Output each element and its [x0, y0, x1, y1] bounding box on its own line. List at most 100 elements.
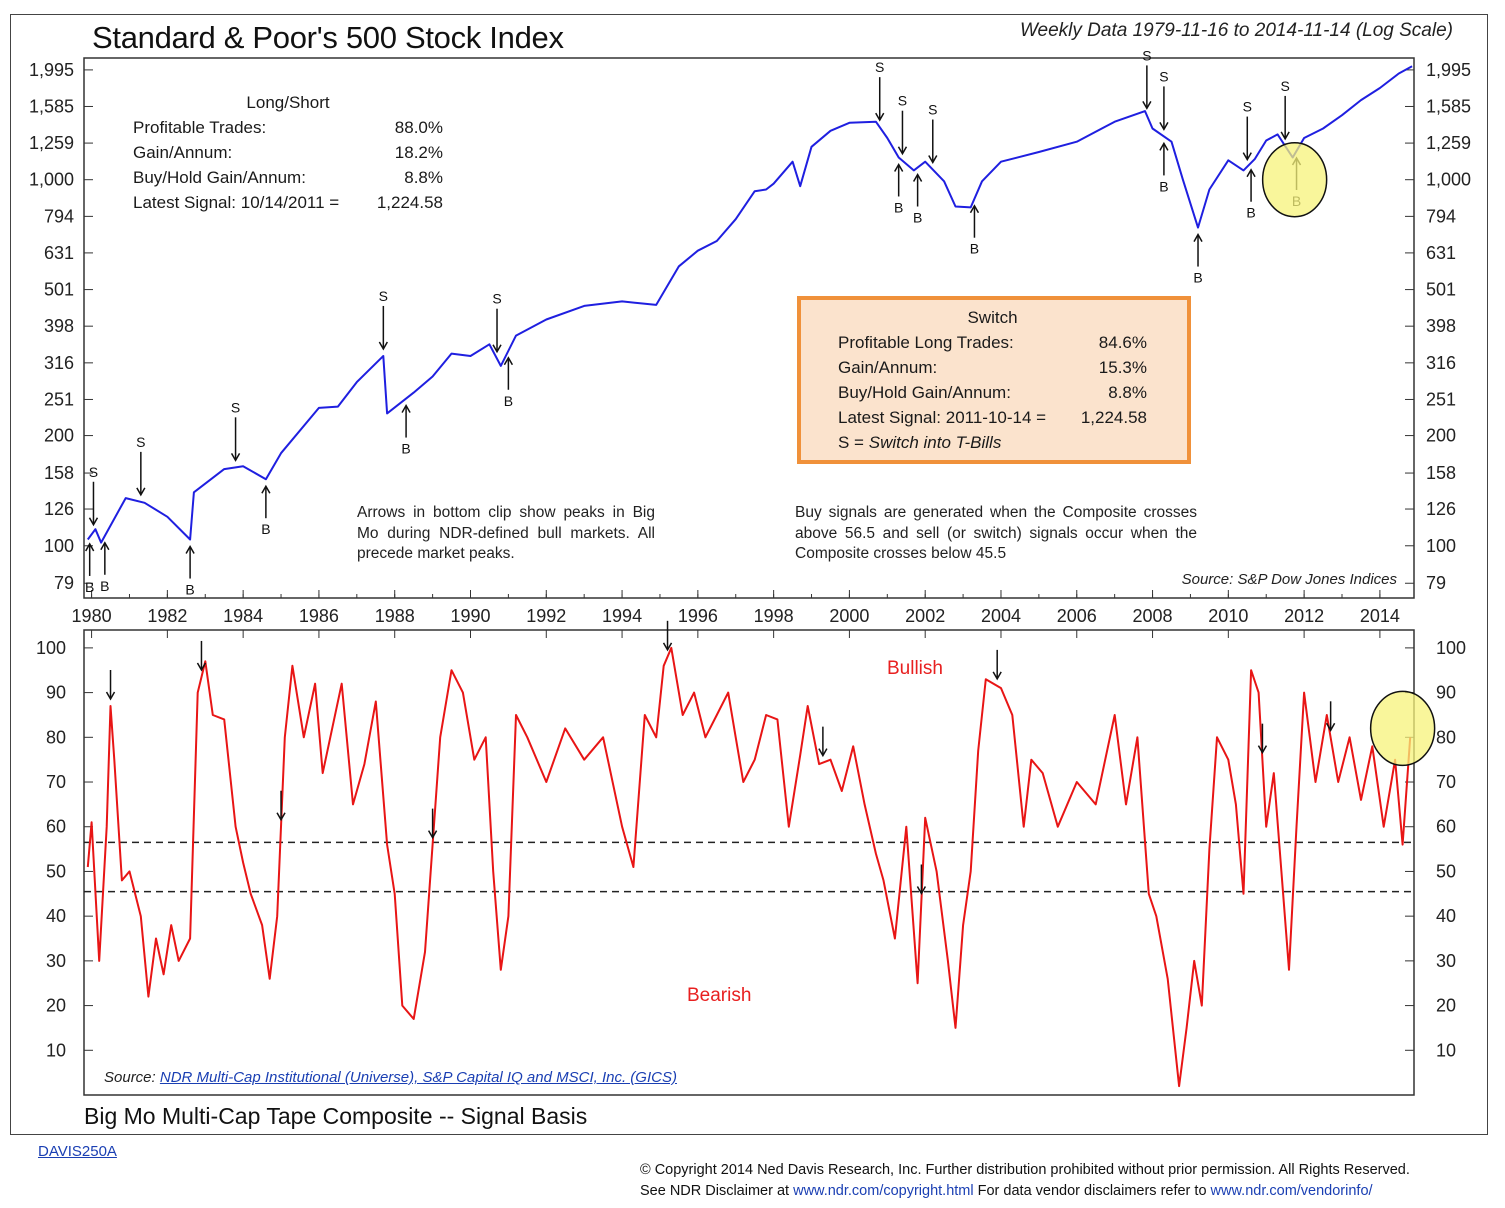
- x-tick-label: 2008: [1133, 606, 1173, 626]
- peak-arrowhead: [1325, 722, 1336, 732]
- buy-signal-arrowhead: [912, 173, 923, 182]
- sell-signal-arrowhead: [928, 155, 938, 165]
- chart-subtitle: Weekly Data 1979-11-16 to 2014-11-14 (Lo…: [1019, 20, 1453, 41]
- note-signals: Buy signals are generated when the Compo…: [795, 504, 1197, 562]
- sell-signal-label: S: [89, 464, 98, 480]
- y-tick-label: 631: [1426, 243, 1456, 263]
- y-tick-label: 794: [44, 206, 74, 226]
- y-tick-label: 60: [46, 817, 66, 837]
- buy-signal-label: B: [1193, 270, 1202, 286]
- y-tick-label: 1,995: [1426, 60, 1471, 80]
- buy-signal-label: B: [185, 582, 194, 598]
- source-bottom: Source: NDR Multi-Cap Institutional (Uni…: [104, 1069, 677, 1086]
- y-tick-label: 100: [1436, 638, 1466, 658]
- buy-signal-arrowhead: [261, 484, 271, 494]
- x-tick-label: 1996: [678, 606, 718, 626]
- stat-value: 8.8%: [1108, 383, 1147, 402]
- source-bottom-prefix: Source:: [104, 1069, 160, 1086]
- y-tick-label: 126: [44, 499, 74, 519]
- y-tick-label: 90: [1436, 683, 1456, 703]
- buy-signal-label: B: [1159, 178, 1168, 194]
- stat-row: Profitable Long Trades: 84.6%: [838, 330, 1147, 355]
- y-tick-label: 100: [36, 638, 66, 658]
- long-short-heading: Long/Short: [246, 93, 330, 112]
- x-tick-label: 1988: [375, 606, 415, 626]
- source-bottom-link[interactable]: NDR Multi-Cap Institutional (Universe), …: [159, 1069, 677, 1086]
- y-tick-label: 200: [1426, 426, 1456, 446]
- copyright-link[interactable]: www.ndr.com/copyright.html: [793, 1183, 974, 1199]
- y-tick-label: 79: [1426, 573, 1446, 593]
- main-title: Standard & Poor's 500 Stock Index: [92, 20, 564, 55]
- buy-signal-arrowhead: [401, 404, 411, 413]
- sell-signal-arrowhead: [136, 487, 146, 497]
- x-tick-label: 1992: [526, 606, 566, 626]
- peak-arrowhead: [818, 748, 828, 758]
- y-tick-label: 158: [44, 463, 74, 483]
- stat-label: Buy/Hold Gain/Annum:: [133, 168, 306, 187]
- y-tick-label: 200: [44, 426, 74, 446]
- vendor-info-link[interactable]: www.ndr.com/vendorinfo/: [1210, 1183, 1373, 1199]
- sell-signal-label: S: [875, 59, 884, 75]
- switch-stats-box: Switch Profitable Long Trades: 84.6% Gain…: [797, 296, 1191, 464]
- buy-signal-arrowhead: [1246, 168, 1256, 178]
- y-tick-label: 70: [1436, 772, 1456, 792]
- x-tick-label: 2000: [829, 606, 869, 626]
- stat-value: 1,224.58: [1080, 408, 1147, 427]
- buy-signal-arrowhead: [185, 545, 195, 554]
- switch-legend-text: Switch into T-Bills: [868, 433, 1002, 452]
- peak-arrowhead: [916, 886, 927, 896]
- stat-value: 84.6%: [1098, 333, 1147, 352]
- y-tick-label: 30: [46, 951, 66, 971]
- peak-arrowhead: [992, 671, 1002, 681]
- y-tick-label: 50: [1436, 861, 1456, 881]
- y-tick-label: 30: [1436, 951, 1456, 971]
- y-tick-label: 100: [1426, 536, 1456, 556]
- sell-signal-arrowhead: [492, 344, 502, 354]
- switch-legend-prefix: S =: [838, 433, 864, 452]
- note-arrows: Arrows in bottom clip show peaks in Big …: [357, 504, 655, 562]
- y-tick-label: 90: [46, 683, 66, 703]
- x-tick-label: 1986: [299, 606, 339, 626]
- y-tick-label: 10: [1436, 1040, 1456, 1060]
- stat-row: Latest Signal: 10/14/2011 = 1,224.58: [133, 190, 443, 215]
- sell-signal-label: S: [231, 399, 240, 415]
- x-tick-label: 2010: [1208, 606, 1248, 626]
- x-tick-label: 1998: [754, 606, 794, 626]
- sell-signal-arrowhead: [1280, 131, 1290, 141]
- peak-arrowhead: [105, 691, 116, 701]
- sell-signal-arrowhead: [378, 341, 388, 351]
- x-tick-label: 2002: [905, 606, 945, 626]
- y-tick-label: 1,585: [29, 96, 74, 116]
- x-tick-label: 2012: [1284, 606, 1324, 626]
- y-tick-label: 40: [46, 906, 66, 926]
- peak-arrowhead: [276, 812, 286, 822]
- stat-row: Latest Signal: 2011-10-14 = 1,224.58: [838, 405, 1147, 430]
- y-tick-label: 1,585: [1426, 96, 1471, 116]
- y-tick-label: 1,000: [1426, 170, 1471, 190]
- y-tick-label: 70: [46, 772, 66, 792]
- x-tick-label: 2014: [1360, 606, 1400, 626]
- y-tick-label: 60: [1436, 817, 1456, 837]
- y-tick-label: 1,995: [29, 60, 74, 80]
- buy-signal-arrowhead: [969, 204, 980, 214]
- sp500-line: [86, 65, 1413, 544]
- sell-signal-label: S: [379, 288, 388, 304]
- y-tick-label: 40: [1436, 906, 1456, 926]
- sell-signal-label: S: [1280, 78, 1289, 94]
- stat-value: 18.2%: [394, 143, 443, 162]
- y-tick-label: 1,259: [1426, 133, 1471, 153]
- y-tick-label: 631: [44, 243, 74, 263]
- sell-signal-arrowhead: [1242, 152, 1252, 162]
- copyright: © Copyright 2014 Ned Davis Research, Inc…: [640, 1160, 1480, 1202]
- chart-frame: [10, 14, 1488, 1135]
- x-tick-label: 2004: [981, 606, 1021, 626]
- buy-signal-arrowhead: [503, 356, 514, 366]
- sell-signal-label: S: [136, 434, 145, 450]
- chart-id-link[interactable]: DAVIS250A: [38, 1143, 117, 1160]
- stat-row: Gain/Annum: 18.2%: [133, 140, 443, 165]
- x-tick-label: 1984: [223, 606, 263, 626]
- y-tick-label: 20: [46, 996, 66, 1016]
- buy-signal-label: B: [1246, 205, 1255, 221]
- buy-signal-arrowhead: [1159, 141, 1169, 151]
- price-plot-area: [83, 57, 1415, 599]
